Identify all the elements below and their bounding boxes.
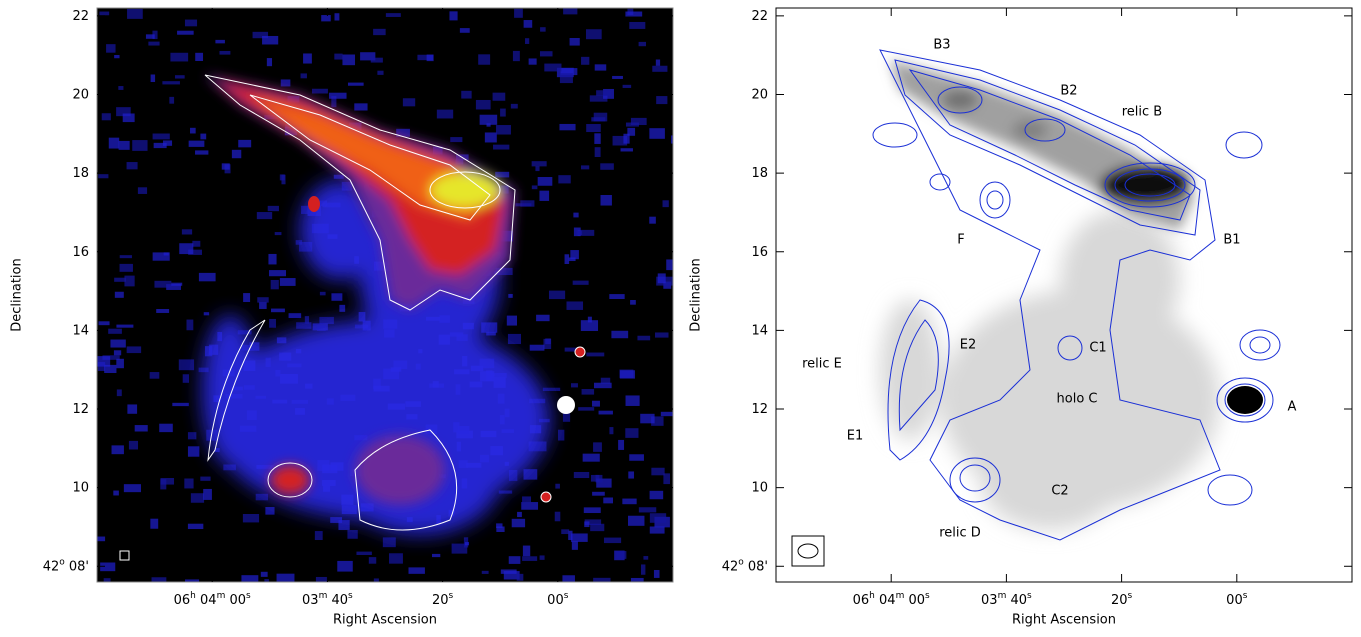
contour-image xyxy=(776,8,1352,582)
y-tick-label: 18 xyxy=(751,166,768,181)
x-axis-label: Right Ascension xyxy=(333,613,437,628)
frame xyxy=(775,7,1353,583)
x-tick-label: 06h 04m 00s xyxy=(174,591,251,608)
annotation: C2 xyxy=(1051,484,1068,499)
y-tick-label: 22 xyxy=(72,8,89,23)
annotation: relic B xyxy=(1122,105,1162,120)
x-tick-label: 03m 40s xyxy=(981,591,1032,608)
y-tick-label: 16 xyxy=(751,244,768,259)
y-tick-label: 22 xyxy=(751,8,768,23)
y-tick-label: 16 xyxy=(72,244,89,259)
annotation: E1 xyxy=(847,429,864,444)
annotation: relic D xyxy=(939,526,981,541)
annotation: E2 xyxy=(960,338,977,353)
y-tick-label: 12 xyxy=(751,402,768,417)
x-tick-label: 20s xyxy=(432,591,454,608)
annotation: relic E xyxy=(802,357,842,372)
annotation: C1 xyxy=(1089,341,1106,356)
x-tick-label: 00s xyxy=(1226,591,1248,608)
y-tick-label: 42o 08' xyxy=(722,557,768,574)
annotation: B3 xyxy=(933,38,950,53)
annotation: holo C xyxy=(1057,392,1098,407)
y-tick-label: 18 xyxy=(72,166,89,181)
annotation: A xyxy=(1288,400,1297,415)
y-tick-label: 10 xyxy=(72,480,89,495)
y-tick-label: 20 xyxy=(72,87,89,102)
annotation: B1 xyxy=(1223,233,1240,248)
x-tick-label: 03m 40s xyxy=(302,591,353,608)
x-axis-label: Right Ascension xyxy=(1012,613,1116,628)
annotation: B2 xyxy=(1060,84,1077,99)
y-axis-label: Declination xyxy=(689,258,704,332)
frame xyxy=(96,7,674,583)
y-tick-label: 42o 08' xyxy=(43,557,89,574)
y-tick-label: 14 xyxy=(72,323,89,338)
y-tick-label: 20 xyxy=(751,87,768,102)
x-tick-label: 06h 04m 00s xyxy=(853,591,930,608)
y-axis-label: Declination xyxy=(10,258,25,332)
annotation: F xyxy=(957,233,964,248)
x-tick-label: 00s xyxy=(547,591,569,608)
y-tick-label: 12 xyxy=(72,402,89,417)
y-tick-label: 10 xyxy=(751,480,768,495)
y-tick-label: 14 xyxy=(751,323,768,338)
x-tick-label: 20s xyxy=(1111,591,1133,608)
radio-image xyxy=(97,8,673,582)
